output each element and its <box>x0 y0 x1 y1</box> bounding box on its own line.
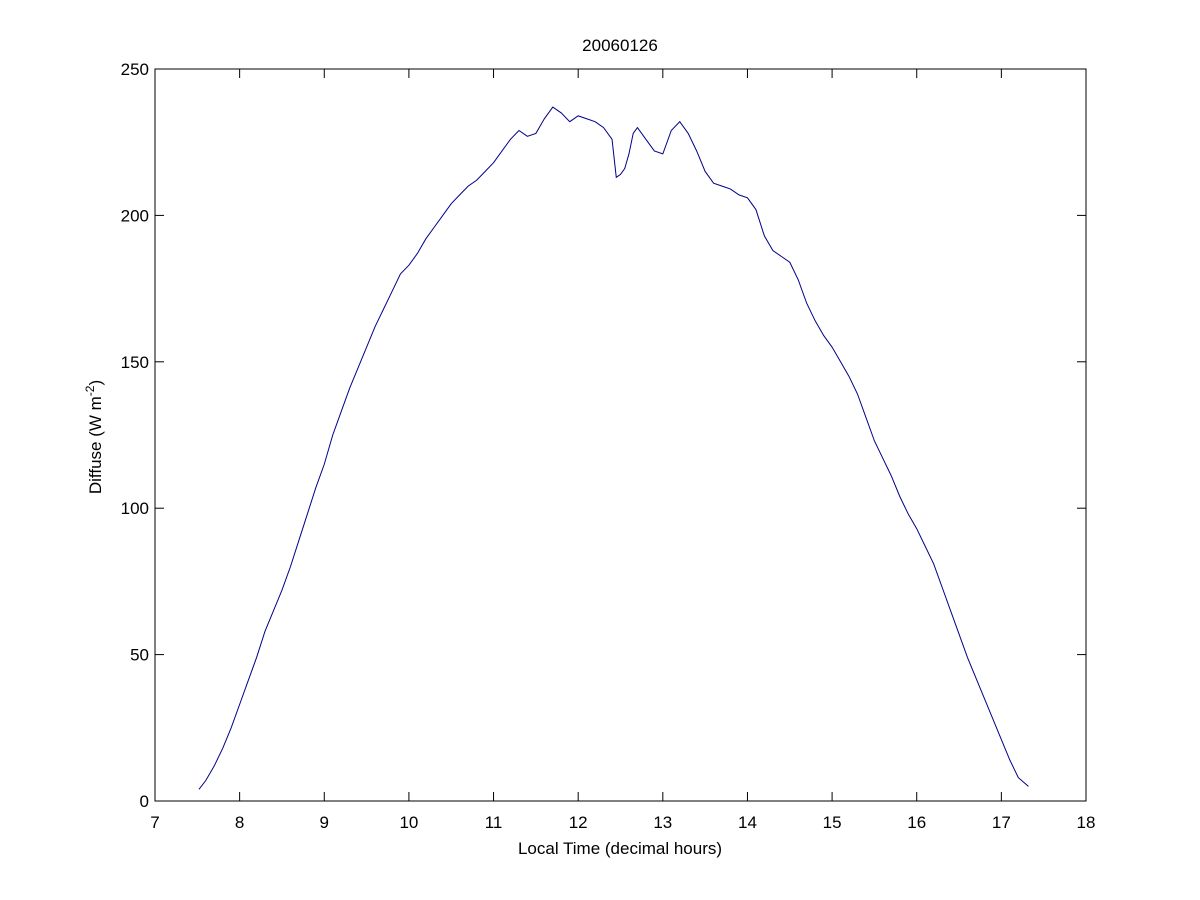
x-tick-label: 12 <box>569 813 588 832</box>
y-tick-label: 200 <box>121 206 149 225</box>
x-tick-label: 17 <box>992 813 1011 832</box>
ticks: 7 8 9 10 11 12 13 14 15 16 17 18 0 50 100 150 200 250 <box>121 60 1096 832</box>
y-axis-title-close: ) <box>86 380 105 386</box>
x-tick-label: 18 <box>1077 813 1096 832</box>
y-tick-label: 250 <box>121 60 149 79</box>
x-tick-label: 14 <box>738 813 757 832</box>
axes-box <box>154 68 1087 802</box>
x-tick-label: 8 <box>235 813 244 832</box>
x-tick-label: 11 <box>485 813 503 832</box>
x-tick-label: 13 <box>653 813 672 832</box>
y-axis-title: Diffuse (W m-2) <box>83 380 105 494</box>
y-axis-title-main: Diffuse (W m <box>86 396 105 494</box>
y-axis-title-superscript: -2 <box>83 385 97 396</box>
y-tick-label: 100 <box>121 499 149 518</box>
x-tick-label: 15 <box>823 813 842 832</box>
x-tick-label: 7 <box>150 813 159 832</box>
x-tick-label: 9 <box>320 813 329 832</box>
y-tick-label: 0 <box>140 792 149 811</box>
y-tick-label: 150 <box>121 353 149 372</box>
x-tick-label: 16 <box>907 813 926 832</box>
y-tick-label: 50 <box>130 646 149 665</box>
series-line <box>198 106 1029 790</box>
x-tick-label: 10 <box>399 813 418 832</box>
plot-area: 7 8 9 10 11 12 13 14 15 16 17 18 0 50 100 150 200 250 <box>121 60 1096 832</box>
chart-title: 20060126 <box>582 36 658 55</box>
x-axis-title: Local Time (decimal hours) <box>518 839 722 858</box>
